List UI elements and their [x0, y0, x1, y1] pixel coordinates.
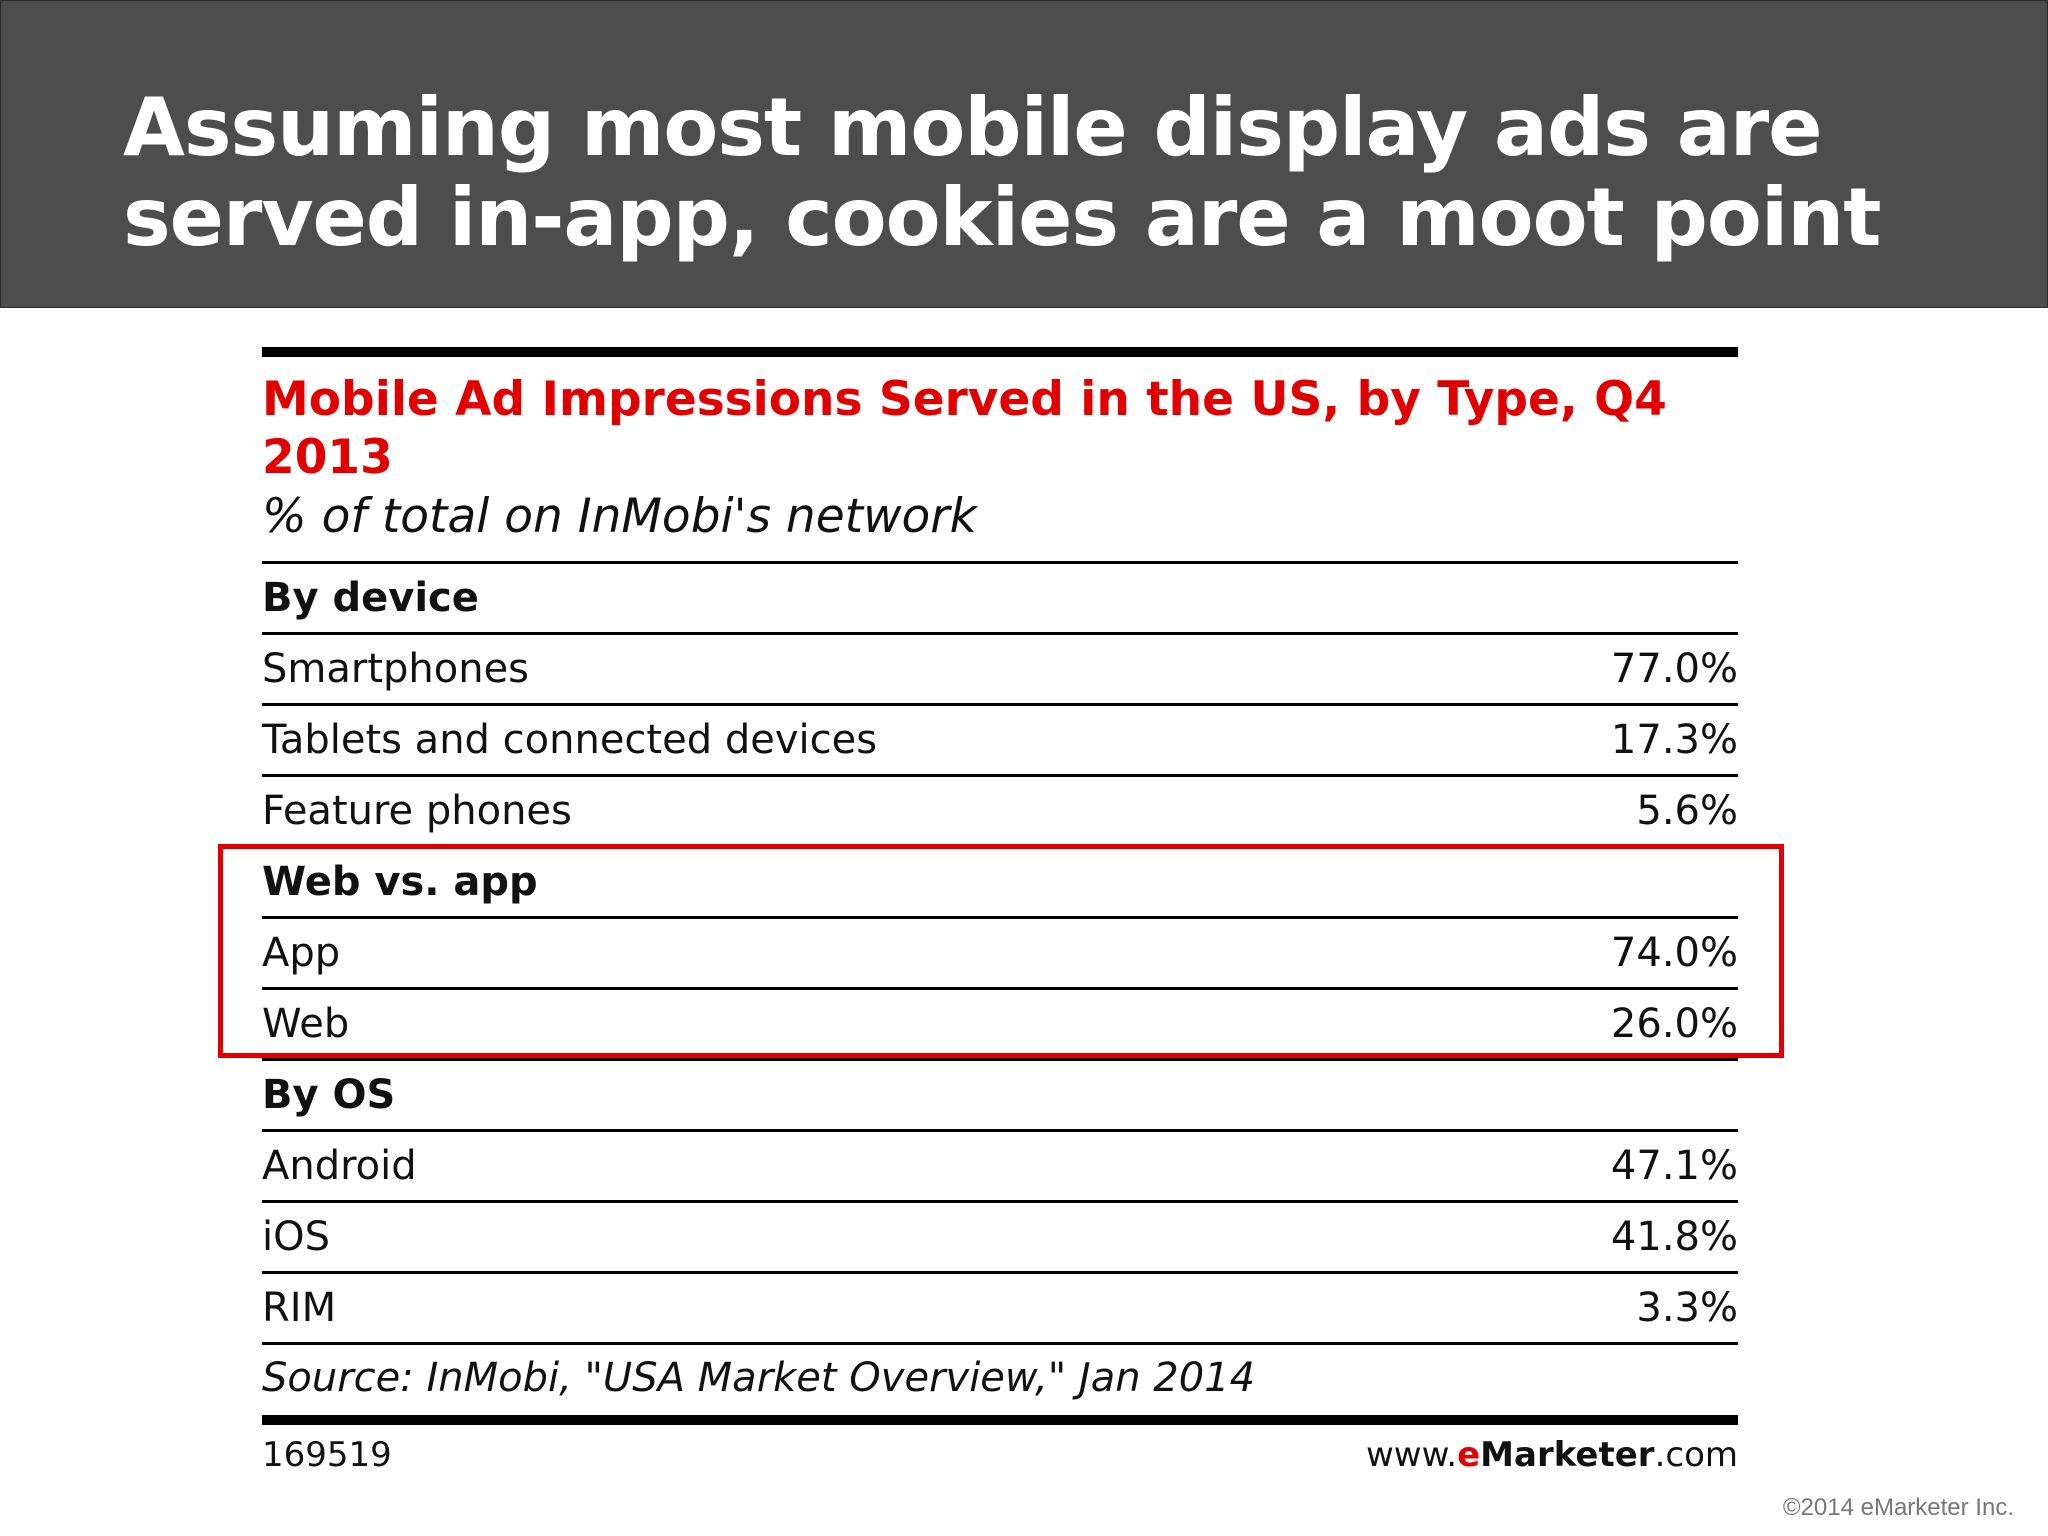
section-heading-label: By device	[262, 575, 479, 621]
section-heading-label: By OS	[262, 1072, 396, 1118]
row-value: 26.0%	[1610, 1001, 1738, 1047]
row-value: 41.8%	[1610, 1214, 1738, 1260]
table-row: Tablets and connected devices 17.3%	[262, 706, 1738, 777]
row-label: Feature phones	[262, 788, 572, 834]
brand-suffix: .com	[1654, 1435, 1738, 1475]
slide-title: Assuming most mobile display ads are ser…	[123, 81, 1881, 264]
subtitle-rule	[262, 561, 1738, 564]
section-heading-label: Web vs. app	[262, 859, 538, 905]
table-row: iOS 41.8%	[262, 1203, 1738, 1274]
top-rule	[262, 347, 1738, 357]
table-row: RIM 3.3%	[262, 1274, 1738, 1345]
row-value: 47.1%	[1610, 1143, 1738, 1189]
table-row: App 74.0%	[262, 919, 1738, 990]
row-label: Tablets and connected devices	[262, 717, 878, 763]
table-row: Web 26.0%	[262, 990, 1738, 1061]
section-heading: Web vs. app	[262, 848, 1738, 919]
data-table: Mobile Ad Impressions Served in the US, …	[262, 347, 1738, 1485]
row-label: Smartphones	[262, 646, 530, 692]
row-label: App	[262, 930, 341, 976]
brand-name: Marketer	[1480, 1435, 1655, 1475]
table-body: By device Smartphones 77.0% Tablets and con…	[262, 564, 1738, 1345]
slide-header: Assuming most mobile display ads are ser…	[0, 0, 2048, 308]
row-value: 3.3%	[1636, 1285, 1738, 1331]
emarketer-logo: www.eMarketer.com	[1366, 1435, 1738, 1475]
source-note: Source: InMobi, "USA Market Overview," J…	[262, 1355, 1256, 1401]
table-row: Smartphones 77.0%	[262, 635, 1738, 706]
copyright: ©2014 eMarketer Inc.	[1782, 1494, 2014, 1521]
row-value: 74.0%	[1610, 930, 1738, 976]
row-label: Web	[262, 1001, 350, 1047]
section-heading: By OS	[262, 1061, 1738, 1132]
row-label: RIM	[262, 1285, 337, 1331]
chart-subtitle: % of total on InMobi's network	[262, 489, 977, 544]
row-value: 5.6%	[1636, 788, 1738, 834]
row-label: Android	[262, 1143, 417, 1189]
row-label: iOS	[262, 1214, 330, 1260]
section-heading: By device	[262, 564, 1738, 635]
table-row: Android 47.1%	[262, 1132, 1738, 1203]
row-value: 77.0%	[1610, 646, 1738, 692]
brand-e: e	[1457, 1435, 1481, 1475]
chart-title: Mobile Ad Impressions Served in the US, …	[262, 372, 1667, 485]
chart-footer: 169519 www.eMarketer.com	[262, 1415, 1738, 1485]
brand-prefix: www.	[1366, 1435, 1458, 1475]
chart-id: 169519	[262, 1435, 392, 1475]
table-row: Feature phones 5.6%	[262, 777, 1738, 848]
row-value: 17.3%	[1610, 717, 1738, 763]
